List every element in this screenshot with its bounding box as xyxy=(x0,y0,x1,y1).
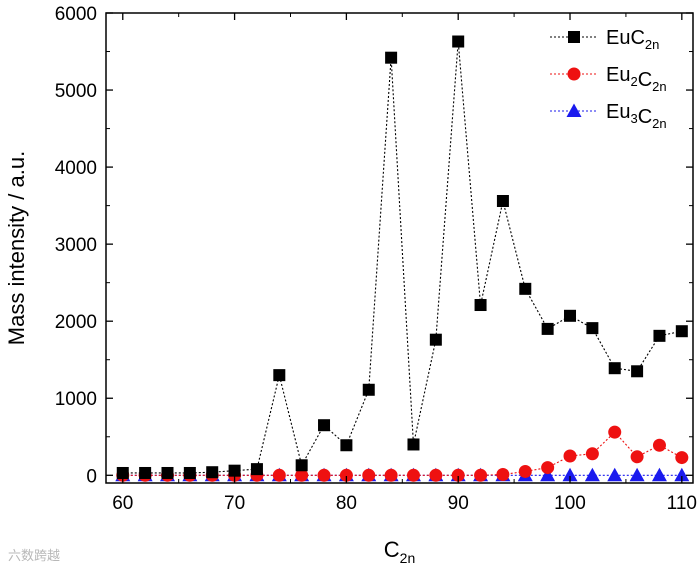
series-2-point-100 xyxy=(562,467,578,482)
y-axis-title: Mass intensity / a.u. xyxy=(4,151,29,345)
series-1-point-74 xyxy=(272,468,286,482)
axes: 60 70 80 90 100 110 0 1000 2000 3000 4000 5000 6000 C… xyxy=(4,4,697,566)
series-1-point-92 xyxy=(474,468,488,482)
series-1-point-108 xyxy=(652,438,666,452)
series-layer xyxy=(115,35,690,482)
series-1-point-78 xyxy=(317,468,331,482)
x-tick-label-70: 70 xyxy=(224,493,245,514)
series-1-point-90 xyxy=(451,468,465,482)
series-0-point-60 xyxy=(116,466,129,479)
series-1-point-98 xyxy=(541,461,555,475)
series-1-point-100 xyxy=(563,449,577,463)
x-tick-label-110: 110 xyxy=(667,493,697,514)
y-tick-label-4000: 4000 xyxy=(55,158,97,179)
y-tick-label-5000: 5000 xyxy=(55,81,97,102)
series-0-point-106 xyxy=(631,365,644,378)
watermark-text: 六数跨越 xyxy=(8,549,61,564)
legend-entry-1: Eu2C2n xyxy=(550,64,667,94)
legend-label-1: Eu2C2n xyxy=(606,64,667,94)
y-tick-label-1000: 1000 xyxy=(55,389,97,410)
series-0-point-64 xyxy=(161,466,174,479)
series-1-point-110 xyxy=(675,451,689,465)
series-0-point-108 xyxy=(653,329,666,342)
series-0-point-78 xyxy=(318,419,331,432)
series-2-point-98 xyxy=(540,467,556,482)
series-2-point-106 xyxy=(629,467,645,482)
series-1-point-86 xyxy=(406,468,420,482)
series-0-line xyxy=(122,41,682,474)
series-2-point-108 xyxy=(651,467,667,482)
series-0-point-96 xyxy=(519,282,532,295)
y-tick-label-6000: 6000 xyxy=(55,4,97,25)
series-2-point-102 xyxy=(584,467,600,482)
series-1-point-102 xyxy=(585,447,599,461)
series-0-point-98 xyxy=(541,322,554,335)
legend-label-2: Eu3C2n xyxy=(606,101,667,131)
series-1-point-82 xyxy=(362,468,376,482)
series-0-point-70 xyxy=(228,464,241,477)
series-0-point-92 xyxy=(474,299,487,312)
plot-frame xyxy=(105,12,694,484)
series-1-point-84 xyxy=(384,468,398,482)
x-tick-label-60: 60 xyxy=(112,493,133,514)
series-1-point-104 xyxy=(608,425,622,439)
series-1-point-96 xyxy=(518,464,532,478)
series-1-point-94 xyxy=(496,468,510,482)
series-0-point-102 xyxy=(586,322,599,335)
series-0-point-104 xyxy=(608,362,621,375)
y-tick-label-0: 0 xyxy=(86,466,97,487)
x-axis-title: C2n xyxy=(384,537,415,566)
series-1-point-76 xyxy=(295,468,309,482)
legend: EuC2n Eu2C2n Eu3C2n xyxy=(550,27,667,131)
series-1-point-80 xyxy=(339,468,353,482)
series-0-point-84 xyxy=(385,51,398,64)
series-0-point-66 xyxy=(183,466,196,479)
series-0-point-100 xyxy=(564,309,577,322)
x-tick-label-80: 80 xyxy=(336,493,357,514)
series-0-point-82 xyxy=(362,383,375,396)
series-1-point-106 xyxy=(630,450,644,464)
legend-marker-1 xyxy=(567,67,581,81)
legend-label-0: EuC2n xyxy=(606,27,659,52)
series-0-point-68 xyxy=(206,466,219,479)
series-0-point-90 xyxy=(452,35,465,48)
series-0-point-88 xyxy=(429,333,442,346)
series-0-point-110 xyxy=(675,325,688,338)
series-0 xyxy=(116,35,688,479)
series-2-point-104 xyxy=(607,467,623,482)
legend-marker-2 xyxy=(566,103,582,117)
x-tick-label-100: 100 xyxy=(554,493,586,514)
series-1 xyxy=(116,425,689,482)
legend-entry-2: Eu3C2n xyxy=(550,101,667,131)
series-1-point-88 xyxy=(429,468,443,482)
y-tick-label-3000: 3000 xyxy=(55,235,97,256)
series-0-point-94 xyxy=(496,195,509,207)
series-0-point-86 xyxy=(407,438,420,451)
legend-entry-0: EuC2n xyxy=(550,27,659,52)
series-0-point-80 xyxy=(340,439,353,452)
series-0-point-76 xyxy=(295,459,308,472)
series-2-point-110 xyxy=(674,467,690,482)
x-tick-label-90: 90 xyxy=(448,493,469,514)
series-0-point-72 xyxy=(250,463,263,476)
series-0-point-74 xyxy=(273,369,286,382)
legend-marker-0 xyxy=(568,31,580,43)
y-tick-label-2000: 2000 xyxy=(55,312,97,333)
series-0-point-62 xyxy=(139,466,152,479)
